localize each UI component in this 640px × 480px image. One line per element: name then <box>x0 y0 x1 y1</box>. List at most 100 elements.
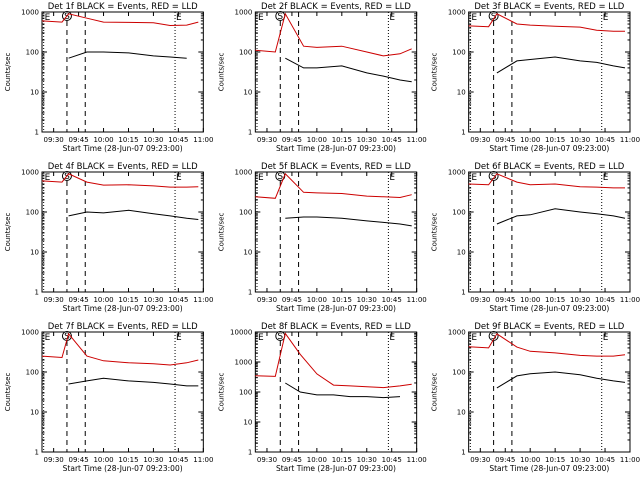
x-axis-label: Start Time (28-Jun-07 09:23:00) <box>276 464 396 473</box>
x-tick-label: 10:45 <box>595 456 615 464</box>
x-tick-label: 10:30 <box>143 136 163 144</box>
eclipse-marker: E <box>45 13 51 23</box>
y-axis-label: Counts/sec <box>217 373 225 412</box>
eclipse-marker: E <box>603 173 609 183</box>
lld-series-line <box>255 12 412 57</box>
x-tick-label: 09:30 <box>470 136 490 144</box>
eclipse-marker: E <box>603 13 609 23</box>
events-series-line <box>496 371 626 389</box>
x-tick-label: 10:30 <box>357 136 377 144</box>
x-tick-label: 09:45 <box>68 136 88 144</box>
y-tick-label: 1000 <box>448 329 466 337</box>
events-series-line <box>285 57 412 83</box>
x-tick-label: 10:00 <box>520 136 540 144</box>
x-tick-label: 10:30 <box>357 456 377 464</box>
y-tick-label: 100 <box>239 389 252 397</box>
y-tick-label: 10 <box>457 409 466 417</box>
y-tick-label: 100 <box>26 209 39 217</box>
plot-frame <box>41 11 204 133</box>
x-axis-label: Start Time (28-Jun-07 09:23:00) <box>489 464 609 473</box>
saa-marker: S <box>64 332 70 342</box>
eclipse-marker: E <box>176 13 182 23</box>
y-tick-label: 100 <box>26 49 39 57</box>
saa-marker-ring <box>488 11 499 21</box>
panel-title: Det 6f BLACK = Events, RED = LLD <box>474 162 624 172</box>
plot-frame <box>468 11 631 133</box>
y-tick-label: 100 <box>452 369 465 377</box>
plot-frame <box>468 331 631 453</box>
saa-marker: S <box>64 172 70 182</box>
saa-marker: S <box>491 12 497 22</box>
x-tick-label: 10:00 <box>307 296 327 304</box>
y-axis-label: Counts/sec <box>4 53 12 92</box>
chart-panel-2: Det 2f BLACK = Events, RED = LLD 1 10 100 10… <box>217 2 426 153</box>
y-tick-label: 1 <box>248 449 252 457</box>
x-axis-label: Start Time (28-Jun-07 09:23:00) <box>63 464 183 473</box>
y-tick-label: 1 <box>461 449 465 457</box>
x-tick-label: 10:45 <box>168 296 188 304</box>
x-tick-label: 10:15 <box>332 456 352 464</box>
x-tick-label: 09:45 <box>282 456 302 464</box>
y-tick-label: 10 <box>30 249 39 257</box>
x-tick-label: 11:00 <box>407 456 427 464</box>
x-axis-label: Start Time (28-Jun-07 09:23:00) <box>276 144 396 153</box>
x-tick-label: 10:00 <box>520 296 540 304</box>
x-tick-label: 10:30 <box>570 456 590 464</box>
x-tick-label: 10:30 <box>357 296 377 304</box>
eclipse-marker: E <box>176 173 182 183</box>
eclipse-marker: E <box>471 333 477 343</box>
y-tick-label: 10 <box>30 89 39 97</box>
eclipse-marker: E <box>603 333 609 343</box>
lld-series-line <box>41 173 199 188</box>
lld-series-line <box>41 13 199 27</box>
y-axis-label: Counts/sec <box>217 53 225 92</box>
y-tick-label: 1000 <box>21 9 39 17</box>
y-tick-label: 1 <box>461 129 465 137</box>
y-axis-label: Counts/sec <box>4 373 12 412</box>
x-tick-label: 09:30 <box>257 296 277 304</box>
x-tick-label: 10:00 <box>520 456 540 464</box>
y-tick-label: 10 <box>243 249 252 257</box>
x-tick-label: 10:45 <box>382 456 402 464</box>
x-tick-label: 10:15 <box>545 296 565 304</box>
x-tick-label: 11:00 <box>193 456 213 464</box>
x-tick-label: 11:00 <box>193 136 213 144</box>
x-tick-label: 10:00 <box>93 456 113 464</box>
eclipse-marker: E <box>258 173 264 183</box>
x-axis-label: Start Time (28-Jun-07 09:23:00) <box>63 304 183 313</box>
x-tick-label: 10:15 <box>545 136 565 144</box>
chart-panel-5: Det 5f BLACK = Events, RED = LLD 1 10 100 10… <box>217 162 426 313</box>
x-tick-label: 10:30 <box>570 136 590 144</box>
chart-panel-1: Det 1f BLACK = Events, RED = LLD 1 10 100 10… <box>4 2 213 153</box>
chart-panel-4: Det 4f BLACK = Events, RED = LLD 1 10 100 10… <box>4 162 213 313</box>
eclipse-marker: E <box>45 173 51 183</box>
x-tick-label: 10:00 <box>307 456 327 464</box>
saa-marker: S <box>491 172 497 182</box>
x-tick-label: 10:00 <box>93 136 113 144</box>
x-tick-label: 10:00 <box>93 296 113 304</box>
events-series-line <box>285 216 412 227</box>
x-tick-label: 10:30 <box>143 456 163 464</box>
y-tick-label: 100 <box>239 209 252 217</box>
y-tick-label: 10 <box>457 249 466 257</box>
eclipse-marker: E <box>258 13 264 23</box>
y-tick-label: 10 <box>30 409 39 417</box>
panel-title: Det 5f BLACK = Events, RED = LLD <box>261 162 411 172</box>
y-tick-label: 1000 <box>235 359 253 367</box>
x-tick-label: 11:00 <box>407 136 427 144</box>
events-series-line <box>68 377 199 387</box>
events-series-line <box>68 209 199 220</box>
eclipse-marker: E <box>389 333 395 343</box>
plot-frame <box>254 331 418 453</box>
y-tick-label: 10 <box>243 419 252 427</box>
x-tick-label: 09:45 <box>68 296 88 304</box>
x-tick-label: 10:45 <box>168 136 188 144</box>
y-axis-label: Counts/sec <box>4 213 12 252</box>
saa-marker: S <box>277 172 283 182</box>
y-tick-label: 1 <box>35 129 39 137</box>
x-axis-label: Start Time (28-Jun-07 09:23:00) <box>489 304 609 313</box>
panel-title: Det 3f BLACK = Events, RED = LLD <box>474 2 624 12</box>
x-tick-label: 09:30 <box>44 296 64 304</box>
x-tick-label: 10:45 <box>595 136 615 144</box>
eclipse-marker: E <box>258 333 264 343</box>
